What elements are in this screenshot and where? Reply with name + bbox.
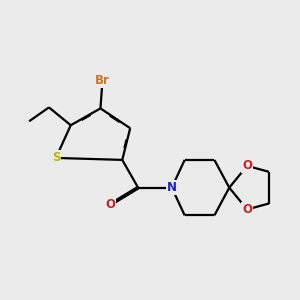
Text: N: N <box>167 181 177 194</box>
Text: O: O <box>242 159 252 172</box>
Text: O: O <box>242 203 252 216</box>
Text: S: S <box>52 152 60 164</box>
Text: N: N <box>167 181 177 194</box>
Text: Br: Br <box>95 74 110 87</box>
Text: O: O <box>105 198 116 211</box>
